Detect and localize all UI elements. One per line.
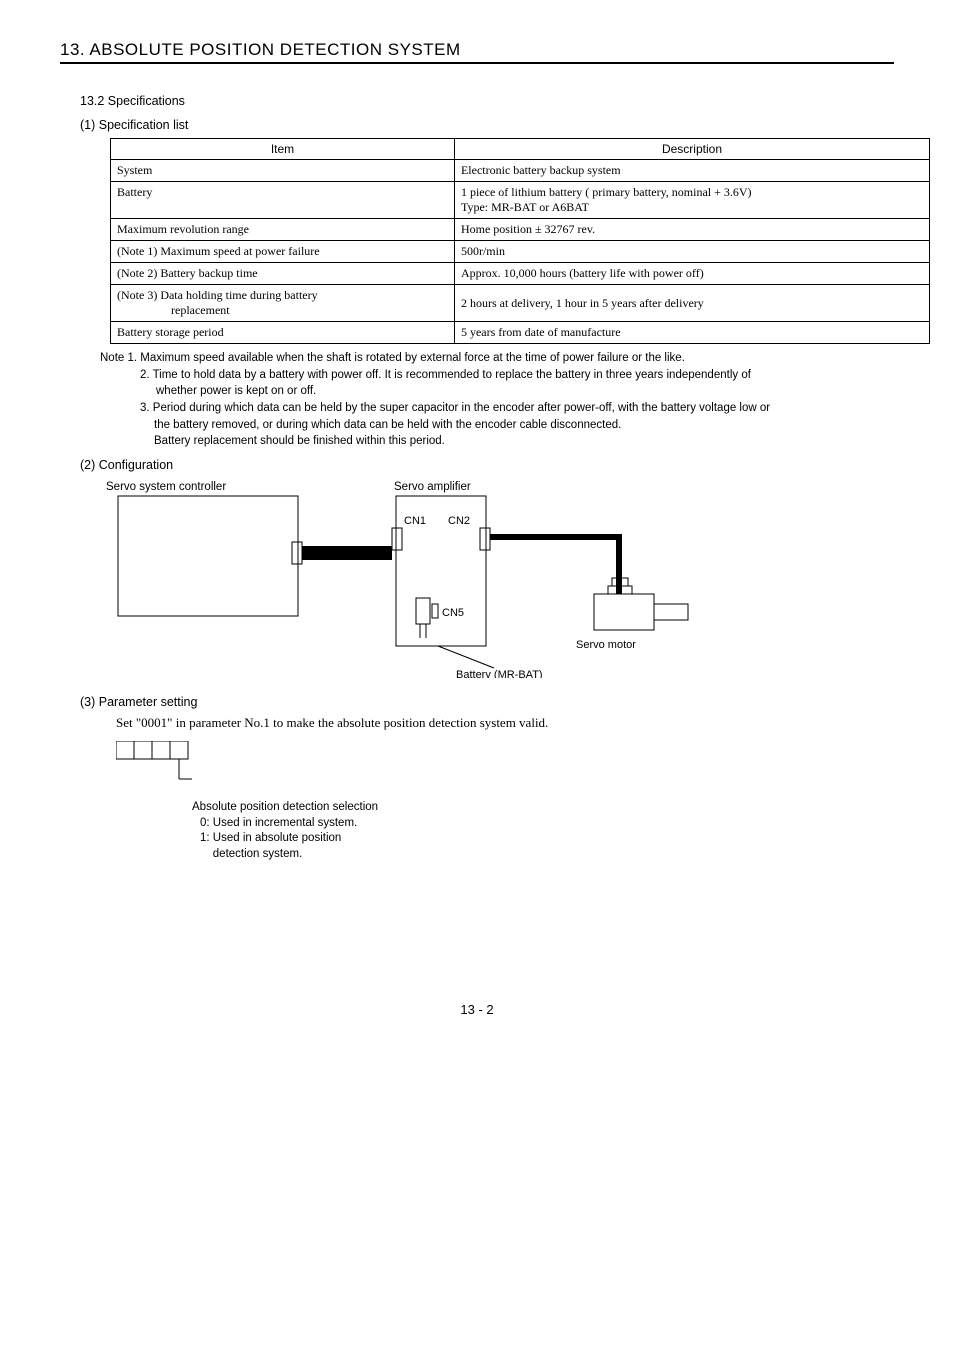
sub3-title: (3) Parameter setting bbox=[80, 695, 894, 709]
label-amplifier: Servo amplifier bbox=[394, 481, 471, 493]
notes: Note 1. Maximum speed available when the… bbox=[100, 350, 894, 450]
cell: (Note 2) Battery backup time bbox=[111, 263, 455, 285]
cell: 5 years from date of manufacture bbox=[454, 322, 929, 344]
chapter-rule bbox=[60, 62, 894, 64]
note3a: 3. Period during which data can be held … bbox=[140, 400, 894, 417]
param-box-svg bbox=[116, 741, 376, 797]
note2a: 2. Time to hold data by a battery with p… bbox=[140, 367, 894, 384]
label-cn2: CN2 bbox=[448, 515, 470, 527]
spec-table: Item Description SystemElectronic batter… bbox=[110, 138, 930, 344]
label-battery: Battery (MR-BAT) bbox=[456, 669, 543, 678]
label-controller: Servo system controller bbox=[106, 481, 226, 493]
cell: (Note 3) Data holding time during batter… bbox=[111, 285, 455, 322]
cell: Maximum revolution range bbox=[111, 219, 455, 241]
cell: Home position ± 32767 rev. bbox=[454, 219, 929, 241]
param-boxes bbox=[116, 741, 894, 800]
cell: Approx. 10,000 hours (battery life with … bbox=[454, 263, 929, 285]
cell: Electronic battery backup system bbox=[454, 160, 929, 182]
config-diagram: Servo system controller Servo amplifier … bbox=[96, 478, 894, 681]
label-cn1: CN1 bbox=[404, 515, 426, 527]
cell: 2 hours at delivery, 1 hour in 5 years a… bbox=[454, 285, 929, 322]
chapter-title: 13. ABSOLUTE POSITION DETECTION SYSTEM bbox=[60, 40, 894, 60]
th-item: Item bbox=[111, 139, 455, 160]
page-number: 13 - 2 bbox=[60, 1002, 894, 1017]
label-cn5: CN5 bbox=[442, 607, 464, 619]
sub2-title: (2) Configuration bbox=[80, 458, 894, 472]
legend-l3: 1: Used in absolute position bbox=[200, 831, 894, 847]
param-legend: Absolute position detection selection 0:… bbox=[192, 800, 894, 862]
th-desc: Description bbox=[454, 139, 929, 160]
legend-l4: detection system. bbox=[200, 847, 894, 863]
label-motor: Servo motor bbox=[576, 639, 636, 651]
note3c: Battery replacement should be finished w… bbox=[154, 433, 894, 450]
cell: 1 piece of lithium battery ( primary bat… bbox=[454, 182, 929, 219]
note3b: the battery removed, or during which dat… bbox=[154, 417, 894, 434]
cell: Battery bbox=[111, 182, 455, 219]
cell: System bbox=[111, 160, 455, 182]
cell: (Note 1) Maximum speed at power failure bbox=[111, 241, 455, 263]
diagram-svg: Servo system controller Servo amplifier … bbox=[96, 478, 736, 678]
note1: Note 1. Maximum speed available when the… bbox=[100, 350, 894, 367]
legend-l2: 0: Used in incremental system. bbox=[200, 816, 894, 832]
cell: 500r/min bbox=[454, 241, 929, 263]
legend-l1: Absolute position detection selection bbox=[192, 800, 894, 816]
param-text: Set "0001" in parameter No.1 to make the… bbox=[116, 715, 894, 731]
note2b: whether power is kept on or off. bbox=[156, 383, 894, 400]
cell: Battery storage period bbox=[111, 322, 455, 344]
section-title: 13.2 Specifications bbox=[80, 94, 894, 108]
sub1-title: (1) Specification list bbox=[80, 118, 894, 132]
